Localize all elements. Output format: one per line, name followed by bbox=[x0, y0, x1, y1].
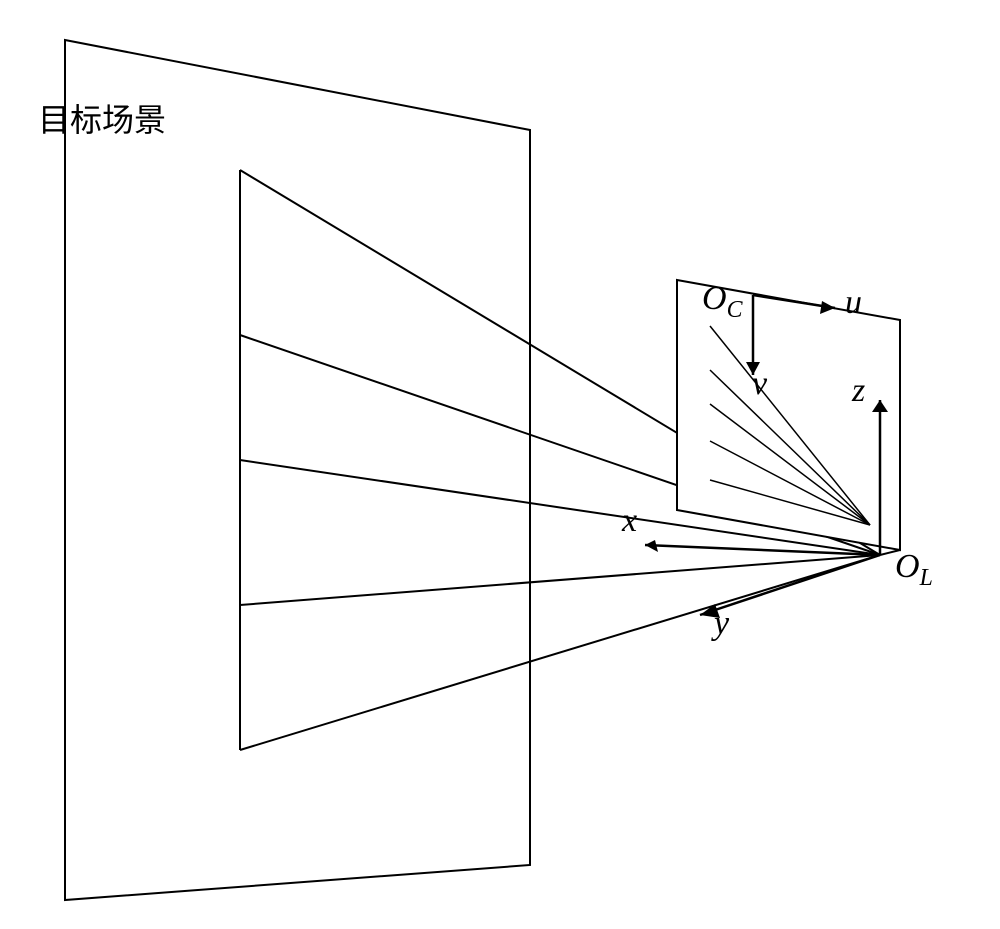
v-axis-label: v bbox=[752, 365, 767, 403]
ol-label: OL bbox=[895, 548, 933, 592]
y-axis-label: y bbox=[714, 605, 729, 643]
scene-plane bbox=[65, 40, 530, 900]
oc-label: OC bbox=[702, 280, 742, 324]
scene-label: 目标场景 bbox=[38, 95, 166, 141]
z-axis-label: z bbox=[852, 372, 865, 410]
u-axis-label: u bbox=[845, 284, 862, 322]
x-axis-label: x bbox=[622, 502, 637, 540]
